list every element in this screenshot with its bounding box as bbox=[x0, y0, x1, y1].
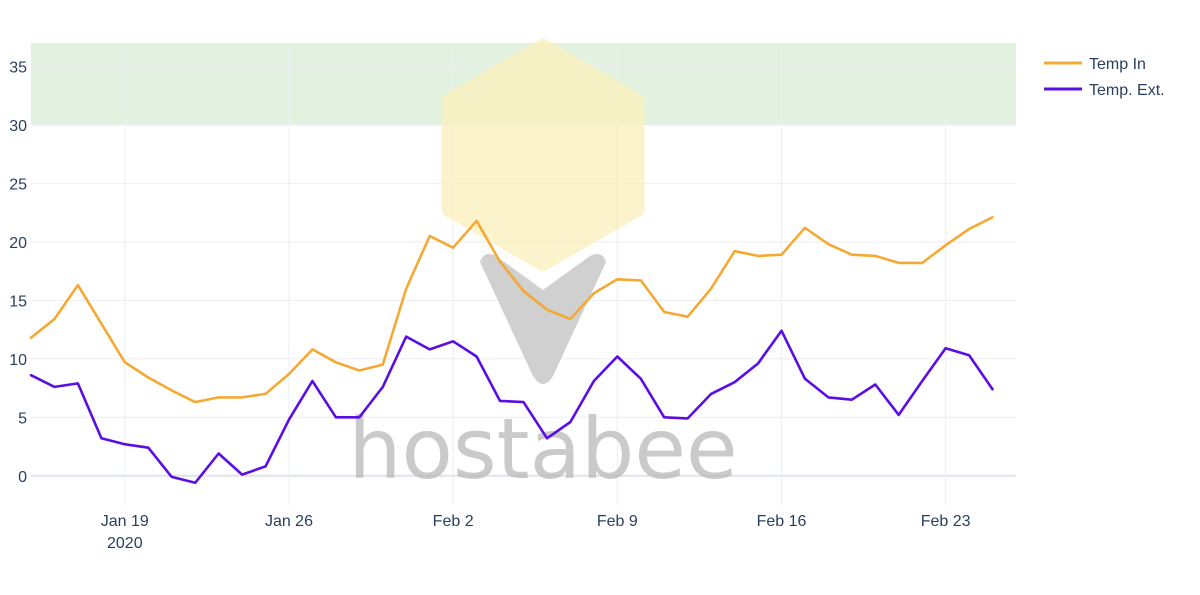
y-tick-label: 30 bbox=[9, 118, 27, 135]
y-axis: 0 5 10 15 20 25 30 35 bbox=[9, 59, 27, 485]
series-lines bbox=[29, 216, 994, 485]
y-tick-label: 10 bbox=[9, 352, 27, 369]
y-tick-label: 35 bbox=[9, 59, 27, 76]
x-tick-label: Feb 2 bbox=[433, 513, 474, 530]
gridlines bbox=[31, 43, 1016, 505]
x-tick-label: Feb 9 bbox=[597, 513, 638, 530]
x-tick-label: Feb 23 bbox=[921, 513, 971, 530]
y-tick-label: 25 bbox=[9, 176, 27, 193]
watermark-logo-hexagon bbox=[441, 39, 645, 271]
watermark-text: hostabee bbox=[348, 400, 737, 498]
legend-label: Temp. Ext. bbox=[1089, 82, 1165, 99]
legend: Temp In Temp. Ext. bbox=[1044, 56, 1165, 99]
x-tick-label: Jan 19 bbox=[101, 513, 149, 530]
series-line-temp-in bbox=[29, 216, 994, 404]
x-axis: Jan 19 2020 Jan 26 Feb 2 Feb 9 Feb 16 Feb 23 bbox=[101, 513, 971, 552]
watermark-logo-arrow bbox=[480, 254, 606, 384]
x-tick-sublabel: 2020 bbox=[107, 535, 143, 552]
hostabee-watermark: hostabee bbox=[348, 39, 738, 498]
y-tick-label: 5 bbox=[18, 410, 27, 427]
x-tick-label: Feb 16 bbox=[757, 513, 807, 530]
y-tick-label: 20 bbox=[9, 235, 27, 252]
y-tick-label: 15 bbox=[9, 293, 27, 310]
series-line-temp-ext bbox=[29, 329, 994, 485]
x-tick-label: Jan 26 bbox=[265, 513, 313, 530]
legend-label: Temp In bbox=[1089, 56, 1146, 73]
y-tick-label: 0 bbox=[18, 469, 27, 486]
